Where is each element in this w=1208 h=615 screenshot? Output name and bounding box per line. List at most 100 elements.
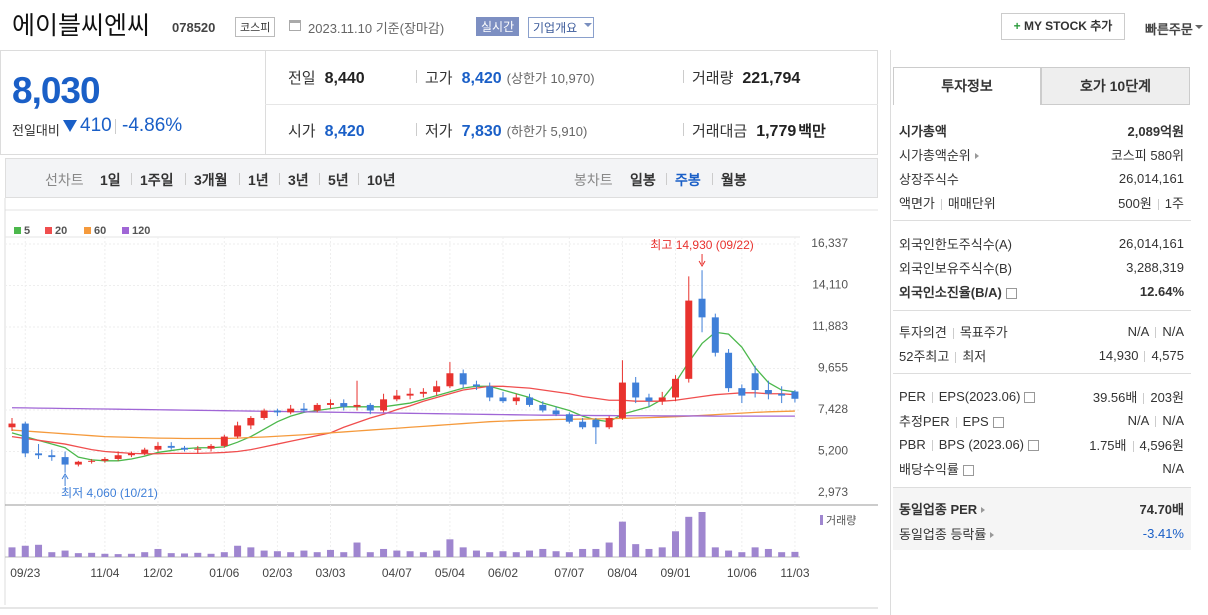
volume-bar (725, 550, 733, 557)
candle-body (672, 378, 679, 398)
row-value: 26,014,161 (1119, 236, 1184, 251)
volume-bar (406, 551, 414, 557)
date: 2023.11.10 기준(장마감) (308, 21, 445, 36)
candle-body (260, 410, 268, 418)
mystock-text: MY STOCK 추가 (1024, 19, 1113, 33)
candle-body (8, 423, 16, 428)
value-text: 코스피 580위 (1110, 147, 1184, 163)
volume-bar (220, 552, 228, 557)
legend-swatch (14, 227, 21, 234)
volume-bar (778, 552, 786, 557)
invest-row: PER EPS(2023.06) 39.56배 203원 (899, 387, 1184, 405)
row-value: 2,089억원 (1128, 121, 1184, 140)
candle-body (353, 404, 361, 407)
volume-bar (353, 542, 361, 557)
candle-tab[interactable]: 월봉 (712, 170, 747, 190)
label-text: 52주최고 (899, 348, 950, 364)
quote-item: 거래량 221,794 (683, 67, 800, 88)
divider (893, 373, 1191, 374)
divider (131, 173, 132, 185)
invest-tab[interactable]: 호가 10단계 (1041, 67, 1190, 105)
label-text: 동일업종 등락률 (899, 526, 987, 542)
invest-row: 시가총액 2,089억원 (899, 121, 1184, 139)
separator (1132, 440, 1134, 452)
value-text: N/A (1127, 323, 1150, 339)
quote-label: 전일 (288, 70, 316, 87)
tab-group-label: 선차트 (45, 172, 84, 188)
candle-body (181, 447, 189, 450)
y-tick-label: 5,200 (818, 444, 848, 458)
value-text: 3,288,319 (1126, 259, 1184, 275)
volume-bar (579, 548, 587, 557)
row-label: 52주최고 최저 (899, 346, 986, 365)
legend-swatch (84, 227, 91, 234)
y-tick-label: 14,110 (812, 278, 848, 292)
candle-body (273, 410, 281, 413)
mystock-button[interactable]: + MY STOCK 추가 (1001, 13, 1125, 40)
label-text: 매매단위 (947, 195, 996, 211)
volume-bar (764, 548, 772, 557)
invest-row: 시가총액순위 코스피 580위 (899, 145, 1184, 163)
period-tab[interactable]: 5년 (319, 170, 349, 190)
x-tick-label: 02/03 (262, 566, 292, 580)
invest-row: 동일업종 등락률 -3.41% (899, 524, 1184, 542)
divider (666, 173, 667, 185)
quote-value: 1,779 (756, 123, 797, 140)
invest-row: 추정PER EPS N/A N/A (899, 411, 1184, 429)
candle-tab[interactable]: 주봉 (666, 170, 701, 190)
candle-body (486, 386, 494, 398)
period-tab[interactable]: 10년 (358, 170, 395, 190)
change: 410 (80, 115, 112, 136)
candle-body (154, 445, 162, 450)
y-tick-label: 16,337 (811, 236, 848, 250)
change-rate: -4.86% (122, 115, 183, 136)
value-text: 39.56배 (1092, 389, 1138, 405)
overview-button[interactable]: 기업개요 (528, 17, 595, 38)
volume-bar (21, 545, 29, 557)
legend-swatch (122, 227, 129, 234)
invest-row: PBR BPS (2023.06) 1.75배 4,596원 (899, 435, 1184, 453)
row-label: 동일업종 등락률 (899, 524, 997, 543)
row-value: 3,288,319 (1126, 260, 1184, 275)
row-value: 26,014,161 (1119, 171, 1184, 186)
y-tick-label: 2,973 (818, 485, 848, 499)
candle-body (778, 393, 786, 396)
period-tab[interactable]: 1년 (239, 170, 269, 190)
help-icon (1005, 287, 1017, 299)
quote-value: 8,420 (324, 123, 365, 140)
section-bg (893, 488, 1191, 550)
period-tab[interactable]: 3년 (279, 170, 309, 190)
quote-item: 거래대금 1,779 백만 (683, 120, 826, 141)
volume-bar (127, 553, 135, 557)
volume-bar (114, 554, 122, 557)
realtime-badge[interactable]: 실시간 (476, 17, 520, 36)
candle-body (167, 445, 175, 448)
label-text: EPS (962, 413, 989, 429)
price-box (0, 50, 878, 155)
calendar-icon (289, 20, 301, 31)
x-tick-label: 03/03 (315, 566, 345, 580)
invest-tab[interactable]: 투자정보 (893, 67, 1041, 105)
row-value: N/A (1162, 461, 1184, 476)
label-text: 시가총액순위 (899, 147, 971, 163)
legend-label: 5 (24, 225, 30, 237)
moving-average-line (11, 331, 796, 462)
volume-bar (592, 548, 600, 557)
separator (1143, 392, 1145, 404)
candle-tab[interactable]: 일봉 (630, 172, 656, 188)
row-label: 동일업종 PER (899, 499, 988, 518)
quick-order[interactable]: 빠른주문 (1145, 22, 1193, 37)
period-tab[interactable]: 1주일 (131, 170, 174, 190)
candle-body (764, 390, 772, 394)
period-tab[interactable]: 1일 (100, 172, 121, 188)
value-text: 2,089억원 (1127, 123, 1184, 139)
label-text: 시가총액 (899, 123, 947, 139)
value-text: N/A (1162, 460, 1184, 476)
candle-body (738, 388, 746, 396)
volume-bar (738, 552, 746, 557)
divider (319, 173, 320, 185)
volume-bar (141, 552, 149, 557)
invest-row: 상장주식수 26,014,161 (899, 169, 1184, 187)
period-tab[interactable]: 3개월 (185, 170, 228, 190)
x-tick-label: 06/02 (488, 566, 518, 580)
